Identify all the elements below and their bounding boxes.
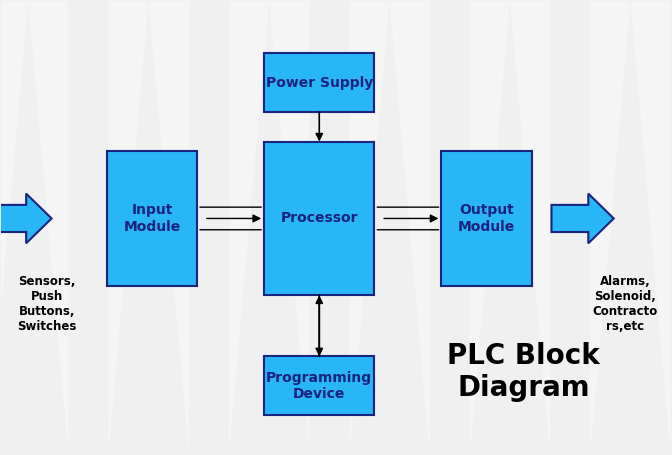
Text: Input
Module: Input Module — [124, 203, 181, 233]
Bar — [107, 151, 197, 286]
Text: Processor: Processor — [280, 212, 358, 226]
Text: Programming
Device: Programming Device — [266, 371, 372, 401]
Bar — [264, 356, 374, 415]
Text: Sensors,
Push
Buttons,
Switches: Sensors, Push Buttons, Switches — [17, 275, 77, 334]
Text: PLC Block
Diagram: PLC Block Diagram — [447, 342, 599, 402]
Polygon shape — [0, 193, 52, 243]
Text: Output
Module: Output Module — [458, 203, 515, 233]
Polygon shape — [552, 193, 614, 243]
Bar — [442, 151, 532, 286]
Text: Power Supply: Power Supply — [265, 76, 373, 90]
Text: Alarms,
Solenoid,
Contracto
rs,etc: Alarms, Solenoid, Contracto rs,etc — [593, 275, 658, 334]
Bar — [264, 142, 374, 295]
Bar — [264, 53, 374, 112]
